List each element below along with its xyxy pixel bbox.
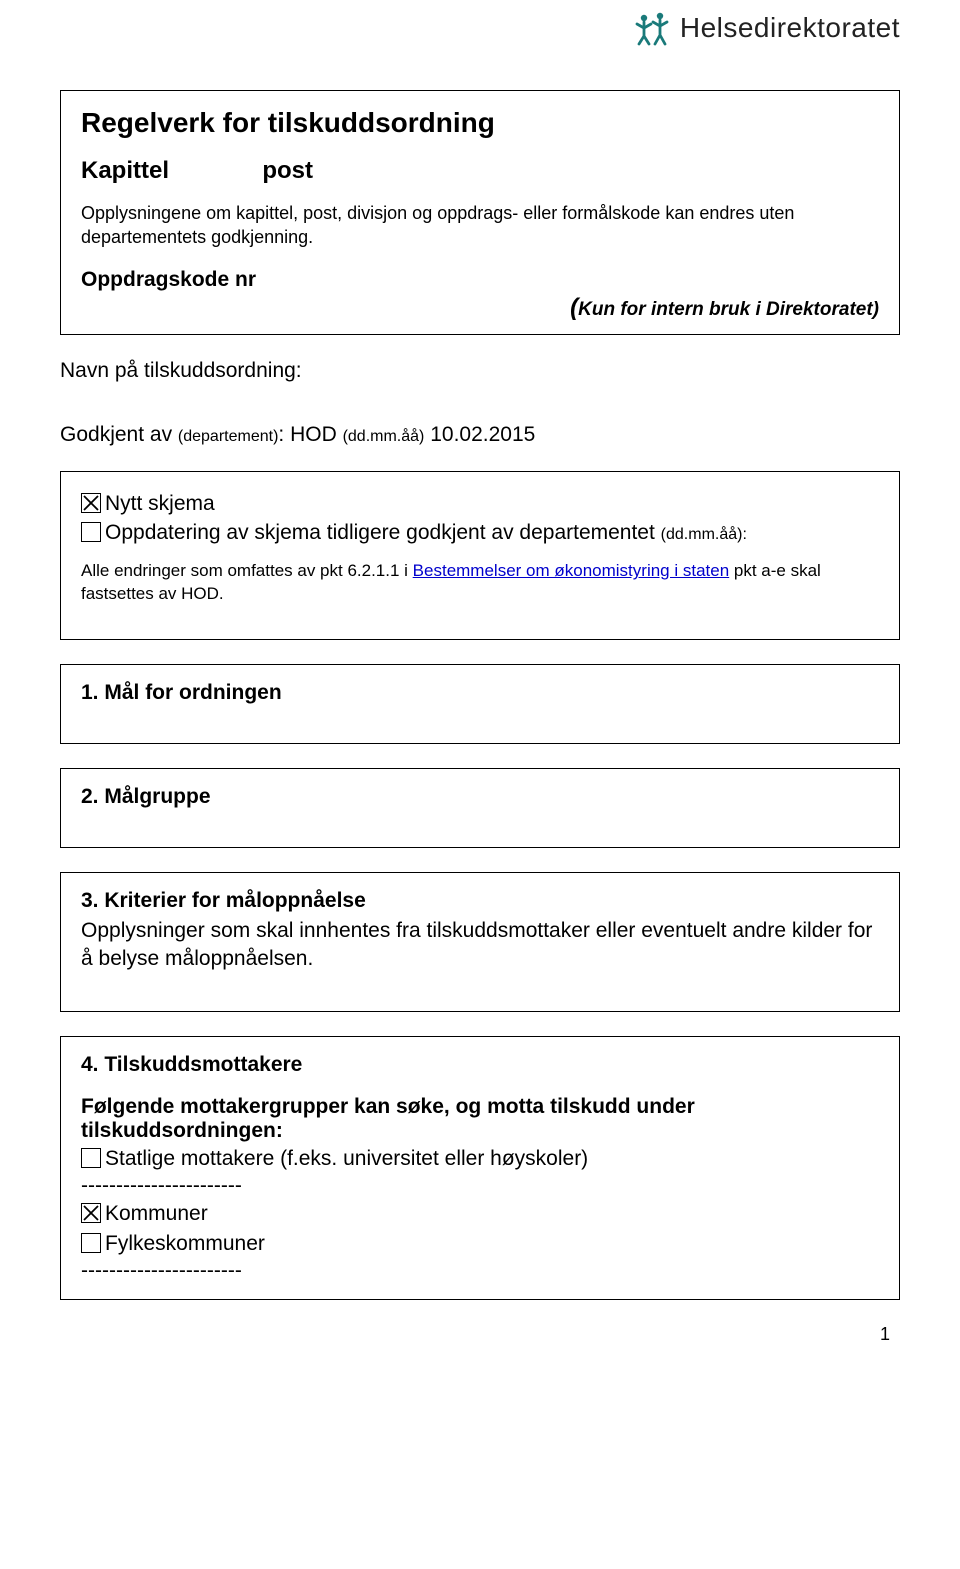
checkbox-kommuner: Kommuner [81, 1200, 879, 1227]
oppdrag-note-text: Kun for intern bruk i Direktoratet) [578, 299, 879, 320]
header-logo: Helsedirektoratet [632, 10, 900, 46]
oppdatering-suffix: (dd.mm.åå): [661, 526, 747, 543]
box-regelverk: Regelverk for tilskuddsordning Kapittel … [60, 90, 900, 335]
checkbox-statlige: Statlige mottakere (f.eks. universitet e… [81, 1145, 879, 1172]
section-4-sub: Følgende mottakergrupper kan søke, og mo… [81, 1095, 879, 1143]
divider-dashes: ----------------------- [81, 1174, 879, 1198]
checkbox-icon[interactable] [81, 1148, 101, 1168]
oppdrag-row: Oppdragskode nr (Kun for intern bruk i D… [81, 268, 879, 322]
page: Helsedirektoratet Regelverk for tilskudd… [0, 0, 960, 1385]
kapittel-row: Kapittel post [81, 157, 879, 185]
checkbox-label: Fylkeskommuner [105, 1230, 265, 1257]
box-section-1: 1. Mål for ordningen [60, 664, 900, 744]
godkjent-prefix: Godkjent av [60, 423, 178, 446]
godkjent-suffix: : HOD [278, 423, 342, 446]
endringer-note: Alle endringer som omfattes av pkt 6.2.1… [81, 560, 879, 606]
section-3-body: Opplysninger som skal innhentes fra tils… [81, 917, 879, 974]
checkbox-fylkeskommuner: Fylkeskommuner [81, 1230, 879, 1257]
checkbox-label: Kommuner [105, 1200, 208, 1227]
box-skjema: Nytt skjema Oppdatering av skjema tidlig… [60, 471, 900, 640]
box-section-3: 3. Kriterier for måloppnåelse Opplysning… [60, 872, 900, 1012]
godkjent-date-label: (dd.mm.åå) [343, 428, 425, 445]
oppdatering-text: Oppdatering av skjema tidligere godkjent… [105, 521, 661, 544]
checkbox-icon[interactable] [81, 522, 101, 542]
godkjent-line: Godkjent av (departement): HOD (dd.mm.åå… [60, 423, 900, 447]
checkbox-icon[interactable] [81, 1203, 101, 1223]
divider-dashes: ----------------------- [81, 1259, 879, 1283]
checkbox-label: Nytt skjema [105, 490, 215, 517]
page-number: 1 [60, 1324, 900, 1345]
oppdrag-note: (Kun for intern bruk i Direktoratet) [81, 294, 879, 322]
note-prefix: Alle endringer som omfattes av pkt 6.2.1… [81, 561, 413, 580]
oppdragskode-label: Oppdragskode nr [81, 268, 256, 292]
logo-icon [632, 10, 672, 46]
section-4-heading: 4. Tilskuddsmottakere [81, 1053, 302, 1076]
kapittel-subtext: Opplysningene om kapittel, post, divisjo… [81, 201, 879, 250]
checkbox-label: Oppdatering av skjema tidligere godkjent… [105, 519, 747, 546]
post-label: post [262, 157, 313, 184]
godkjent-date: 10.02.2015 [424, 423, 535, 446]
page-title: Regelverk for tilskuddsordning [81, 107, 879, 139]
navn-label: Navn på tilskuddsordning: [60, 359, 900, 383]
section-1-heading: 1. Mål for ordningen [81, 681, 282, 704]
godkjent-dept-label: (departement) [178, 428, 279, 445]
section-2-heading: 2. Målgruppe [81, 785, 211, 808]
checkbox-oppdatering: Oppdatering av skjema tidligere godkjent… [81, 519, 879, 546]
kapittel-label: Kapittel [81, 157, 169, 184]
logo-text: Helsedirektoratet [680, 12, 900, 44]
checkbox-icon[interactable] [81, 493, 101, 513]
bestemmelser-link[interactable]: Bestemmelser om økonomistyring i staten [413, 561, 730, 580]
section-3-heading: 3. Kriterier for måloppnåelse [81, 889, 366, 912]
checkbox-icon[interactable] [81, 1233, 101, 1253]
checkbox-label: Statlige mottakere (f.eks. universitet e… [105, 1145, 588, 1172]
box-section-2: 2. Målgruppe [60, 768, 900, 848]
box-section-4: 4. Tilskuddsmottakere Følgende mottakerg… [60, 1036, 900, 1300]
checkbox-nytt-skjema: Nytt skjema [81, 490, 879, 517]
